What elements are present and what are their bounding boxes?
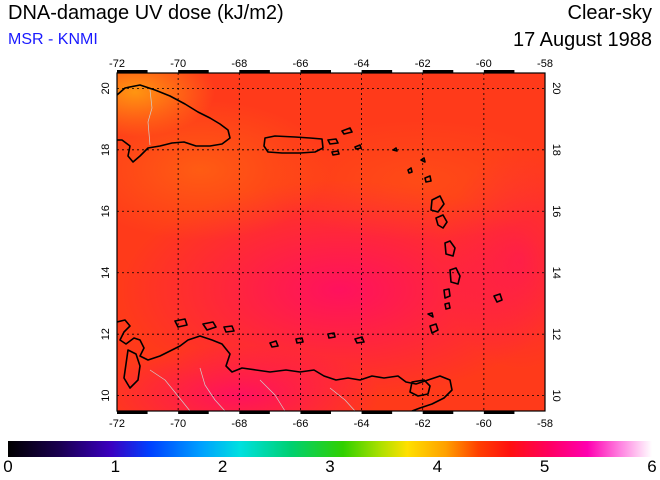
lat-tick-label-left: 10: [100, 390, 112, 402]
lat-tick-label-right: 14: [550, 267, 562, 279]
lon-tick-label-top: -72: [109, 58, 125, 70]
coastlines: [117, 84, 503, 411]
colorbar-tick-label: 5: [539, 457, 550, 476]
hispaniola-coast: [117, 84, 231, 163]
uv-field: [117, 73, 545, 411]
lon-tick-label-top: -60: [476, 58, 492, 70]
lat-tick-label-right: 16: [550, 205, 562, 217]
lon-tick-label-top: -68: [231, 58, 247, 70]
colorbar-tick-label: 2: [217, 457, 228, 476]
lon-tick-label-top: -70: [170, 58, 186, 70]
lon-tick-label-top: -62: [415, 58, 431, 70]
graticule: [117, 73, 545, 411]
lat-tick-label-right: 18: [550, 144, 562, 156]
frame-segment: [239, 70, 270, 73]
lake-maracaibo-coast: [123, 349, 141, 389]
frame-segment: [300, 70, 331, 73]
guadeloupe-coast: [435, 214, 448, 229]
lesser-antilles-north: [392, 147, 445, 213]
lon-tick-label-bottom: -62: [415, 418, 431, 430]
source-label: MSR - KNMI: [8, 31, 98, 48]
south-america-coast: [117, 319, 453, 411]
lat-tick-label-left: 16: [100, 205, 112, 217]
frame-segment: [117, 70, 148, 73]
trinidad-coast: [409, 379, 431, 397]
hispaniola-border: [147, 89, 153, 146]
abc-islands-coast: [174, 318, 365, 348]
frame-segment: [178, 411, 209, 414]
axis-tick-labels: -72 -72 -70 -70 -68 -68 -66 -66 -64 -64 -62 -62 -60 -…: [100, 58, 562, 430]
frame-segment: [300, 411, 331, 414]
martinique-coast: [449, 267, 461, 285]
lon-tick-label-bottom: -66: [292, 418, 308, 430]
lat-tick-label-right: 12: [550, 328, 562, 340]
venezuela-borders: [149, 367, 356, 411]
frame-segment: [422, 411, 454, 414]
lat-tick-label-left: 18: [100, 144, 112, 156]
lat-tick-label-right: 10: [550, 390, 562, 402]
frame-segment: [422, 70, 454, 73]
colorbar-tick-label: 6: [647, 457, 657, 476]
puerto-rico-coast: [263, 135, 324, 154]
lon-tick-label-top: -58: [537, 58, 553, 70]
colorbar: [8, 441, 652, 457]
dominica-coast: [444, 240, 456, 257]
lat-tick-label-right: 20: [550, 82, 562, 94]
barbados-coast: [493, 293, 503, 303]
sky-condition-label: Clear-sky: [567, 2, 652, 24]
lon-tick-label-bottom: -58: [537, 418, 553, 430]
colorbar-tick-label: 1: [110, 457, 121, 476]
frame-segment: [361, 411, 393, 414]
date-label: 17 August 1988: [512, 29, 652, 51]
high-dose-region-south: [117, 345, 380, 411]
frame-segment: [483, 70, 515, 73]
lon-tick-label-bottom: -64: [354, 418, 370, 430]
lon-tick-label-bottom: -72: [109, 418, 125, 430]
st-vincent-coast: [427, 312, 439, 334]
colorbar-tick-label: 3: [325, 457, 335, 476]
frame-segment: [178, 70, 209, 73]
st-lucia-coast: [443, 288, 451, 310]
lat-tick-label-left: 12: [100, 328, 112, 340]
frame-checker-border: [117, 70, 515, 414]
frame-segment: [117, 411, 148, 414]
frame-segment: [361, 70, 393, 73]
puerto-rico-islets: [327, 127, 362, 156]
frame-segment: [239, 411, 270, 414]
lat-tick-label-left: 20: [100, 82, 112, 94]
colorbar-tick-label: 4: [432, 457, 443, 476]
map-title: DNA-damage UV dose (kJ/m2): [8, 2, 284, 24]
lat-tick-label-left: 14: [100, 267, 112, 279]
lon-tick-label-bottom: -68: [231, 418, 247, 430]
lon-tick-label-bottom: -70: [170, 418, 186, 430]
lon-tick-label-bottom: -60: [476, 418, 492, 430]
lon-tick-label-top: -64: [354, 58, 370, 70]
frame-segment: [483, 411, 515, 414]
colorbar-tick-label: 0: [3, 457, 13, 476]
lon-tick-label-top: -66: [292, 58, 308, 70]
low-dose-region-hispaniola: [117, 100, 330, 240]
